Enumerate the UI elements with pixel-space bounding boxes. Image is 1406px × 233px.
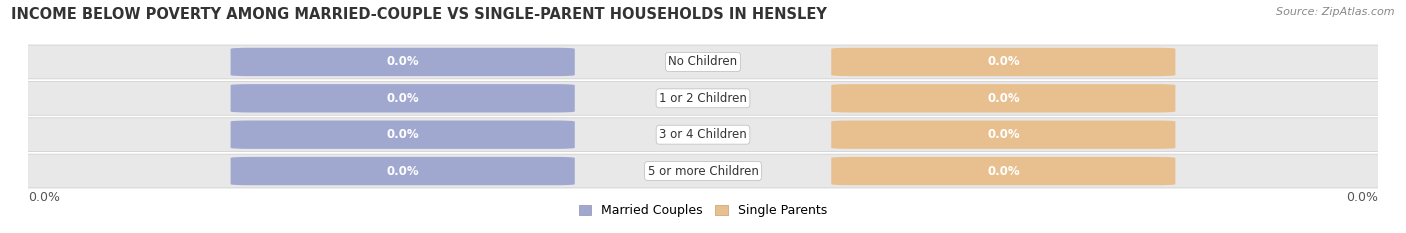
Text: 0.0%: 0.0% — [387, 55, 419, 69]
Text: No Children: No Children — [668, 55, 738, 69]
Text: 1 or 2 Children: 1 or 2 Children — [659, 92, 747, 105]
Text: 0.0%: 0.0% — [987, 92, 1019, 105]
FancyBboxPatch shape — [831, 120, 1175, 149]
FancyBboxPatch shape — [231, 120, 575, 149]
FancyBboxPatch shape — [831, 157, 1175, 185]
FancyBboxPatch shape — [1, 118, 1405, 152]
FancyBboxPatch shape — [231, 84, 575, 113]
FancyBboxPatch shape — [231, 48, 575, 76]
Text: 0.0%: 0.0% — [987, 55, 1019, 69]
Legend: Married Couples, Single Parents: Married Couples, Single Parents — [574, 199, 832, 222]
Text: 0.0%: 0.0% — [387, 164, 419, 178]
FancyBboxPatch shape — [231, 157, 575, 185]
Text: 0.0%: 0.0% — [987, 164, 1019, 178]
FancyBboxPatch shape — [1, 81, 1405, 115]
FancyBboxPatch shape — [1, 154, 1405, 188]
Text: INCOME BELOW POVERTY AMONG MARRIED-COUPLE VS SINGLE-PARENT HOUSEHOLDS IN HENSLEY: INCOME BELOW POVERTY AMONG MARRIED-COUPL… — [11, 7, 827, 22]
FancyBboxPatch shape — [831, 48, 1175, 76]
FancyBboxPatch shape — [1, 45, 1405, 79]
Text: 0.0%: 0.0% — [387, 128, 419, 141]
Text: 0.0%: 0.0% — [1346, 191, 1378, 204]
Text: 3 or 4 Children: 3 or 4 Children — [659, 128, 747, 141]
Text: 0.0%: 0.0% — [987, 128, 1019, 141]
Text: 0.0%: 0.0% — [28, 191, 60, 204]
Text: 0.0%: 0.0% — [387, 92, 419, 105]
Text: Source: ZipAtlas.com: Source: ZipAtlas.com — [1277, 7, 1395, 17]
Text: 5 or more Children: 5 or more Children — [648, 164, 758, 178]
FancyBboxPatch shape — [831, 84, 1175, 113]
